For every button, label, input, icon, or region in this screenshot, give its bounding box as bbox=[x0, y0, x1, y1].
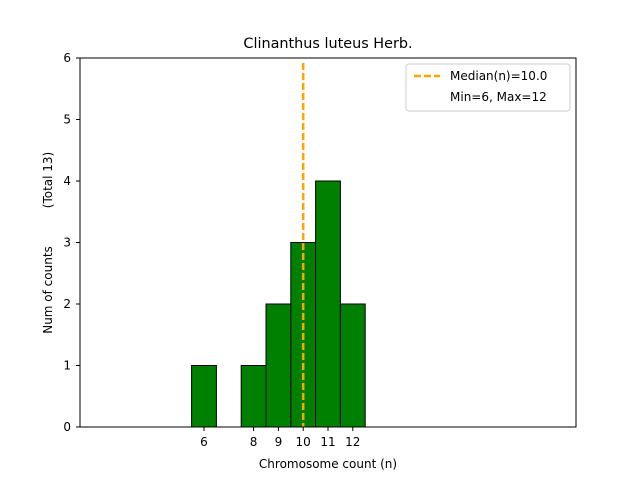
y-tick-label: 0 bbox=[63, 420, 71, 434]
y-tick-label: 1 bbox=[63, 359, 71, 373]
bars-layer bbox=[191, 180, 366, 428]
y-axis-total-label: (Total 13) bbox=[41, 152, 55, 208]
y-tick-label: 2 bbox=[63, 297, 71, 311]
x-tick-label: 8 bbox=[250, 435, 258, 449]
chart-title: Clinanthus luteus Herb. bbox=[243, 36, 412, 52]
y-axis-label: Num of counts bbox=[41, 246, 55, 334]
y-tick-label: 6 bbox=[63, 51, 71, 65]
bar-8 bbox=[240, 365, 267, 428]
y-tick-label: 5 bbox=[63, 113, 71, 127]
x-tick-label: 12 bbox=[345, 435, 360, 449]
legend: Median(n)=10.0 Min=6, Max=12 bbox=[405, 63, 571, 112]
bar-12 bbox=[339, 303, 366, 428]
x-axis-label: Chromosome count (n) bbox=[259, 457, 397, 471]
x-axis-ticks: 6 8 9 10 11 12 bbox=[200, 427, 360, 449]
y-tick-label: 4 bbox=[63, 174, 71, 188]
legend-box bbox=[405, 63, 571, 112]
x-tick-label: 6 bbox=[200, 435, 208, 449]
legend-range-label: Min=6, Max=12 bbox=[450, 90, 547, 104]
y-axis-ticks: 0 1 2 3 4 5 6 bbox=[63, 51, 80, 434]
legend-median-label: Median(n)=10.0 bbox=[450, 69, 547, 83]
bar-6 bbox=[191, 365, 217, 428]
bar-11 bbox=[315, 180, 341, 428]
x-tick-label: 11 bbox=[320, 435, 335, 449]
bar-9 bbox=[265, 303, 292, 428]
x-tick-label: 10 bbox=[296, 435, 311, 449]
y-tick-label: 3 bbox=[63, 236, 71, 250]
x-tick-label: 9 bbox=[275, 435, 283, 449]
